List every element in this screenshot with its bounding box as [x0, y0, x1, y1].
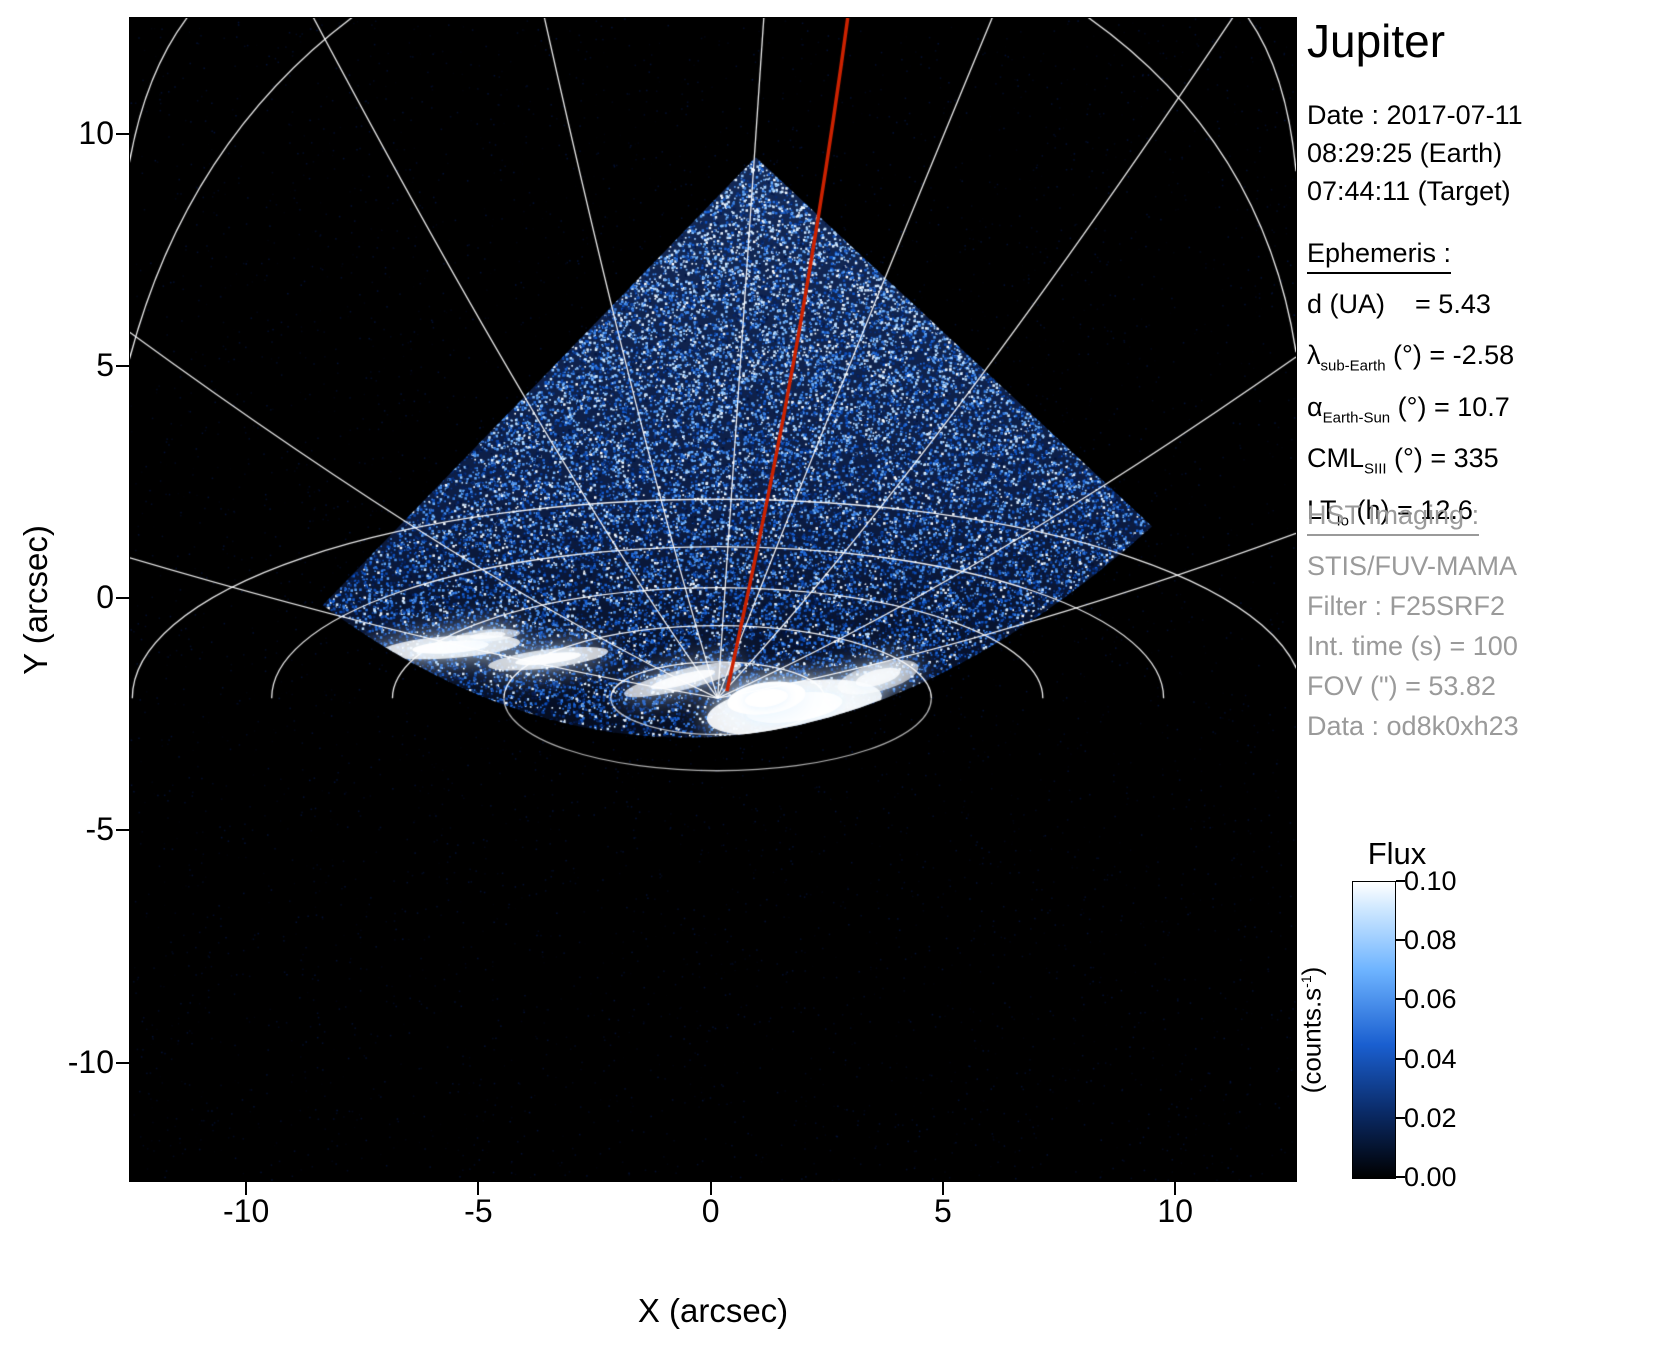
ephemeris-header: Ephemeris :	[1307, 238, 1452, 274]
x-tick-label: 10	[1157, 1193, 1194, 1229]
flux-colorbar	[1352, 881, 1396, 1179]
x-tick-mark	[709, 1181, 712, 1195]
ephemeris-rows: d (UA) = 5.43 λsub-Earth (°) = -2.58 αEart…	[1307, 284, 1514, 541]
hst-imaging-rows: STIS/FUV-MAMA Filter : F25SRF2 Int. time (…	[1307, 546, 1519, 746]
date-line: Date : 2017-07-11	[1307, 100, 1523, 130]
y-tick-mark	[116, 365, 130, 368]
colorbar-tick-label: 0.08	[1404, 925, 1457, 956]
colorbar-tick-mark	[1396, 880, 1405, 882]
colorbar-tick-mark	[1396, 1176, 1405, 1178]
colorbar-tick-label: 0.04	[1404, 1043, 1457, 1074]
aurora-image-canvas	[130, 18, 1296, 1181]
ephemeris-row: λsub-Earth (°) = -2.58	[1307, 340, 1515, 375]
colorbar-tick-label: 0.02	[1404, 1102, 1457, 1133]
y-tick-label: -10	[67, 1043, 114, 1080]
ephemeris-header-text: Ephemeris :	[1307, 238, 1452, 274]
x-tick-mark	[1174, 1181, 1177, 1195]
colorbar-tick-mark	[1396, 1116, 1405, 1119]
colorbar-unit-post: )	[1296, 966, 1327, 976]
y-tick-mark	[116, 829, 130, 832]
y-tick-label: -5	[85, 811, 114, 848]
x-tick-mark	[941, 1181, 944, 1195]
y-tick-mark	[116, 1061, 130, 1064]
hst-info-row: FOV (") = 53.82	[1307, 671, 1496, 701]
colorbar-tick-label: 0.00	[1404, 1162, 1457, 1192]
hst-imaging-header: HST Imaging :	[1307, 500, 1480, 536]
plot-title: Jupiter	[1307, 15, 1446, 67]
observation-date-block: Date : 2017-07-11 08:29:25 (Earth) 07:44…	[1307, 96, 1523, 210]
colorbar-tick-mark	[1396, 1057, 1405, 1060]
ephemeris-row: LTIo (h) = 12.6	[1307, 494, 1473, 529]
colorbar-unit-pre: (counts.s	[1296, 987, 1327, 1094]
ephemeris-row: CMLSIII (°) = 335	[1307, 443, 1499, 478]
y-tick-mark	[116, 597, 130, 600]
y-tick-label: 5	[96, 347, 114, 384]
colorbar-unit-label: (counts.s-1)	[1297, 967, 1328, 1094]
ephemeris-row: d (UA) = 5.43	[1307, 289, 1491, 319]
hst-info-row: Int. time (s) = 100	[1307, 631, 1518, 661]
y-axis-label: Y (arcsec)	[17, 525, 54, 675]
colorbar-tick-mark	[1396, 998, 1405, 1001]
y-tick-label: 0	[96, 579, 114, 616]
hst-info-row: STIS/FUV-MAMA	[1307, 551, 1518, 581]
x-tick-mark	[477, 1181, 480, 1195]
x-tick-label: 0	[701, 1193, 720, 1229]
x-axis-label: X (arcsec)	[637, 1292, 789, 1329]
ephemeris-row: αEarth-Sun (°) = 10.7	[1307, 391, 1510, 427]
x-tick-label: -10	[223, 1193, 270, 1229]
hst-imaging-header-text: HST Imaging :	[1307, 500, 1480, 536]
colorbar-unit-sup: -1	[1297, 975, 1314, 988]
y-tick-mark	[116, 133, 130, 136]
hst-info-row: Data : od8k0xh23	[1307, 711, 1519, 741]
x-tick-mark	[245, 1181, 248, 1195]
earth-time-line: 08:29:25 (Earth)	[1307, 138, 1503, 168]
hst-info-row: Filter : F25SRF2	[1307, 591, 1506, 621]
target-time-line: 07:44:11 (Target)	[1307, 176, 1511, 206]
colorbar-title: Flux	[1367, 836, 1427, 871]
colorbar-tick-label: 0.10	[1404, 866, 1457, 896]
x-tick-label: 5	[934, 1193, 952, 1229]
y-tick-label: 10	[78, 115, 114, 152]
colorbar-tick-label: 0.06	[1404, 984, 1457, 1015]
x-tick-label: -5	[464, 1193, 493, 1229]
colorbar-tick-mark	[1396, 939, 1405, 942]
